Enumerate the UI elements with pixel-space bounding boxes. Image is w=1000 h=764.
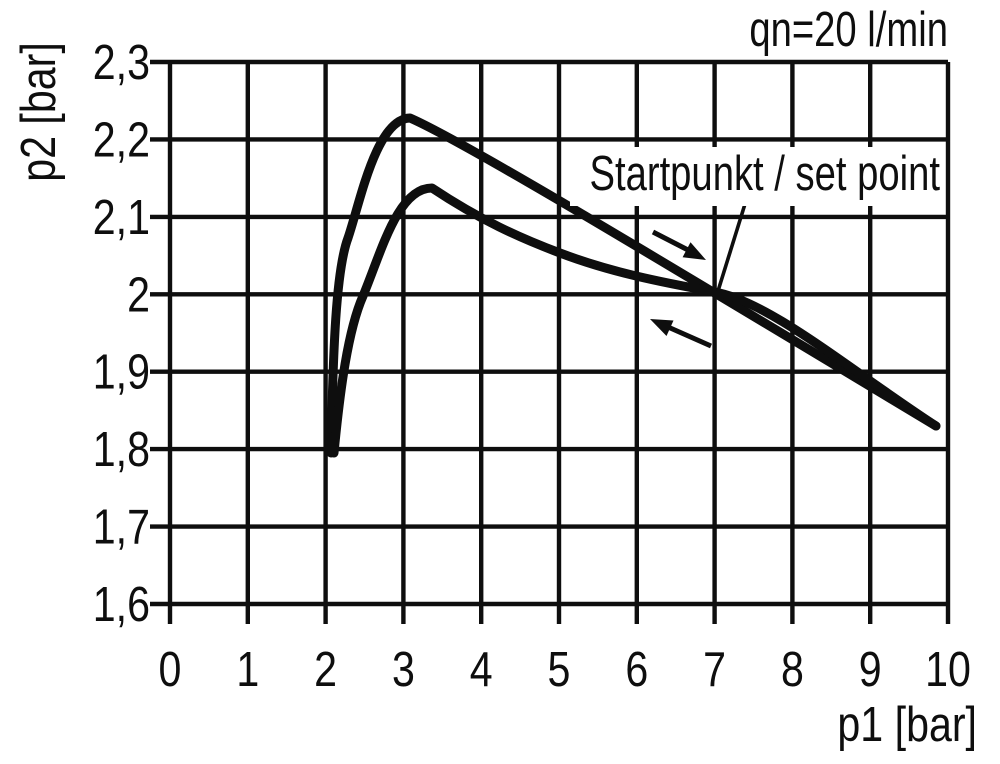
forward-direction-arrow-head — [682, 242, 706, 260]
x-axis-title: p1 [bar] — [837, 697, 977, 752]
x-tick-label: 10 — [925, 642, 971, 697]
y-axis-title: p2 [bar] — [11, 42, 66, 182]
y-tick-label: 1,8 — [93, 422, 150, 477]
y-tick-label: 2,2 — [93, 112, 150, 167]
x-tick-label: 8 — [781, 642, 804, 697]
y-tick-label: 2 — [127, 267, 150, 322]
x-tick-label: 6 — [625, 642, 648, 697]
return-direction-arrow-head — [650, 319, 674, 336]
x-tick-label: 2 — [314, 642, 337, 697]
x-tick-label: 0 — [159, 642, 182, 697]
lower-curve — [329, 183, 941, 458]
x-tick-label: 3 — [392, 642, 415, 697]
y-tick-label: 1,7 — [93, 499, 150, 554]
upper-curve — [326, 113, 941, 458]
set-point-callout-line — [716, 203, 747, 292]
y-tick-label: 1,9 — [93, 344, 150, 399]
x-tick-label: 1 — [236, 642, 259, 697]
x-tick-label: 4 — [470, 642, 493, 697]
axis-tick-marks — [150, 59, 951, 624]
x-tick-label: 9 — [859, 642, 882, 697]
x-tick-label: 7 — [703, 642, 726, 697]
y-tick-label: 2,3 — [93, 35, 150, 90]
set-point-annotation: Startpunkt / set point — [589, 147, 940, 202]
return-direction-arrow-shaft — [666, 324, 713, 349]
y-tick-label: 1,6 — [93, 577, 150, 632]
forward-direction-arrow-shaft — [651, 229, 690, 253]
set-point-label-background — [570, 147, 945, 206]
y-tick-label: 2,1 — [93, 190, 150, 245]
x-tick-label: 5 — [548, 642, 571, 697]
grid-lines — [167, 59, 951, 607]
flow-rate-annotation: qn=20 l/min — [749, 3, 948, 58]
